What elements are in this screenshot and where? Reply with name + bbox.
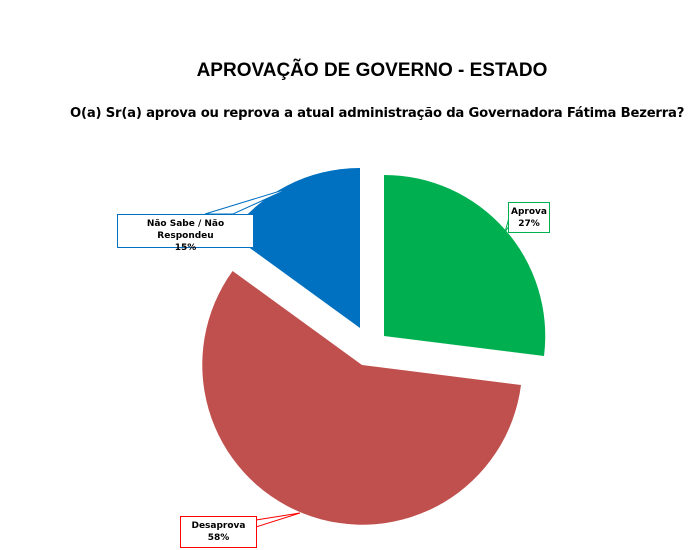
data-label-desaprova-category: Desaprova [191, 521, 246, 531]
pie-slice-desaprova [202, 271, 521, 525]
data-label-desaprova: Desaprova 58% [180, 516, 257, 548]
data-label-nao-sabe-value: 15% [174, 243, 197, 253]
pie-slice-aprova [384, 174, 546, 356]
data-label-aprova-category: Aprova [511, 207, 547, 217]
data-label-desaprova-value: 58% [207, 533, 230, 543]
data-label-aprova-value: 27% [518, 219, 540, 229]
pie-slice-nao-sabe [230, 168, 360, 328]
callout-leader-desaprova [255, 512, 301, 528]
data-label-nao-sabe-category: Não Sabe / Não Respondeu [146, 219, 225, 241]
chart-title: APROVAÇÃO DE GOVERNO - ESTADO [196, 60, 548, 81]
data-label-aprova: Aprova 27% [508, 202, 550, 233]
chart-subtitle: O(a) Sr(a) aprova ou reprova a atual adm… [70, 106, 685, 121]
data-label-nao-sabe: Não Sabe / Não Respondeu 15% [117, 214, 254, 253]
